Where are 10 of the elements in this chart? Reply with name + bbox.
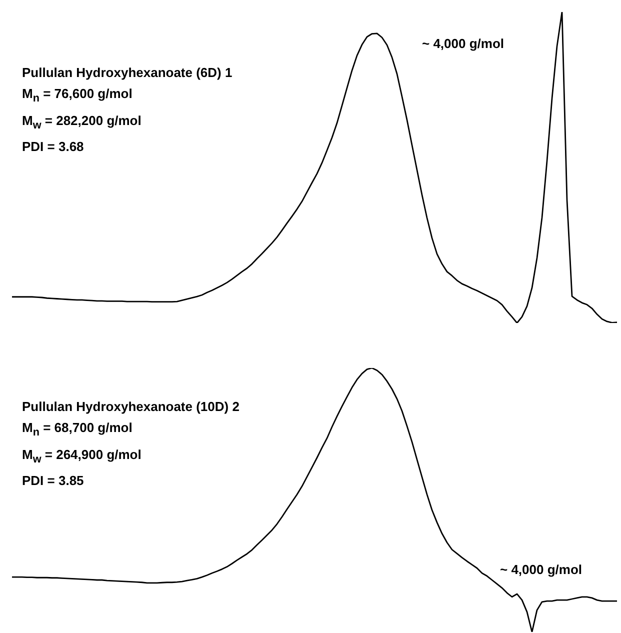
annotation: ~ 4,000 g/mol: [500, 562, 582, 577]
text: Pullulan Hydroxyhexanoate (10D) 2: [22, 398, 240, 416]
annotation: ~ 4,000 g/mol: [422, 36, 504, 51]
annotation: M$_{n}$ = 68,700 g/mol: [22, 419, 134, 441]
text: Pullulan Hydroxyhexanoate (6D) 1: [22, 64, 232, 82]
annotation: M$_{w}$ = 264,900 g/mol: [22, 446, 142, 468]
annotation: M$_{w}$ = 282,200 g/mol: [22, 112, 142, 134]
annotation: M$_{n}$ = 76,600 g/mol: [22, 85, 134, 107]
annotation: PDI = 3.68: [22, 138, 85, 156]
annotation: PDI = 3.85: [22, 472, 85, 490]
